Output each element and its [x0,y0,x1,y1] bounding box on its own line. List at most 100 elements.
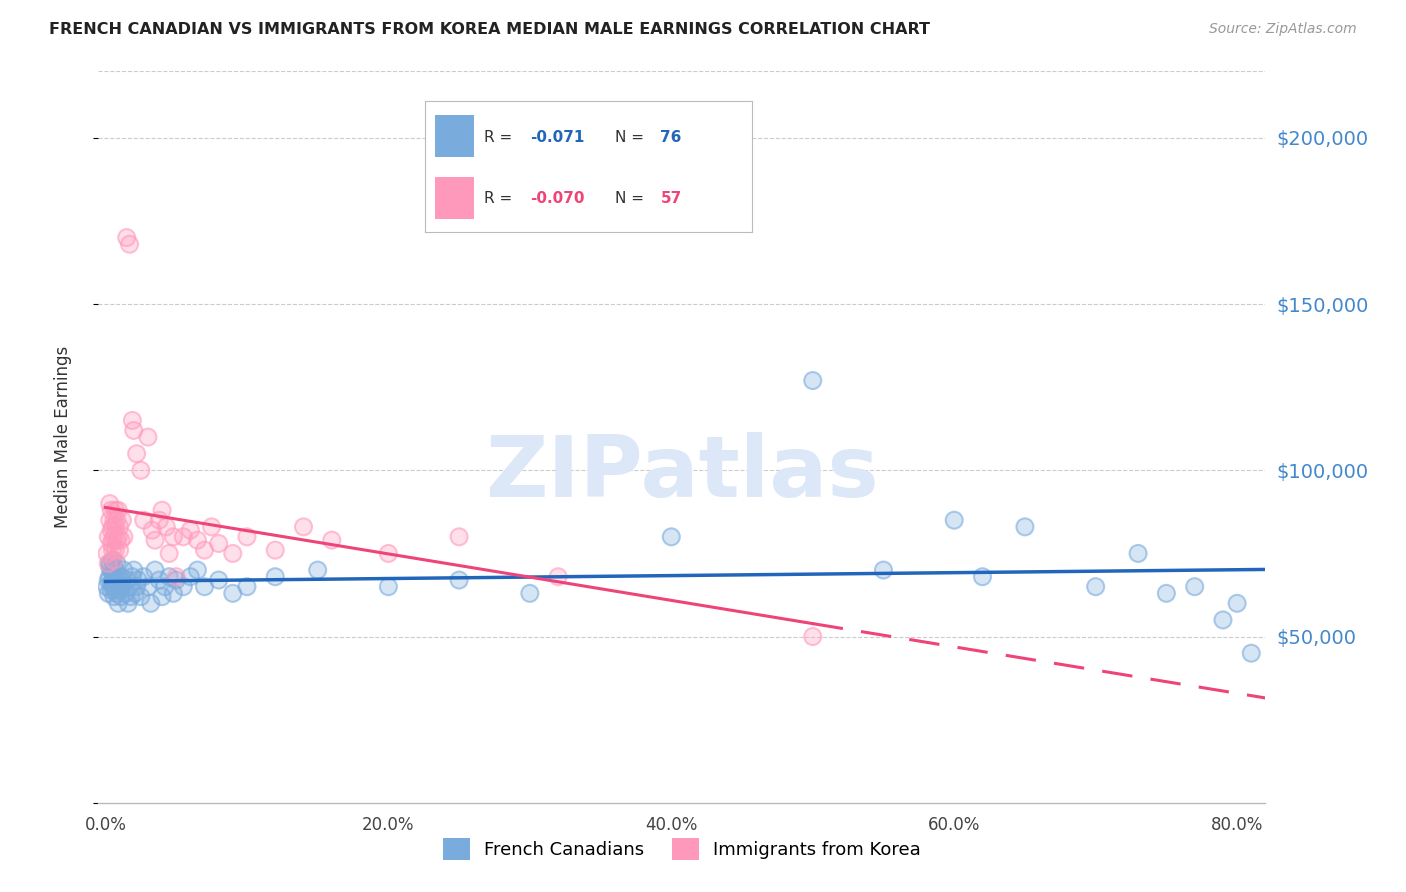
Point [157,570,180,584]
Point [111,513,134,527]
Point [103,576,125,591]
Point [100,503,122,517]
Point [112,530,135,544]
Point [107,530,129,544]
Point [121,570,143,584]
Point [1156,586,1178,600]
Text: FRENCH CANADIAN VS IMMIGRANTS FROM KOREA MEDIAN MALE EARNINGS CORRELATION CHART: FRENCH CANADIAN VS IMMIGRANTS FROM KOREA… [49,22,931,37]
Point [110,570,132,584]
Point [377,580,399,594]
Point [124,586,146,600]
Point [104,543,127,558]
Point [107,596,129,610]
Point [193,543,215,558]
Point [98,557,121,571]
Point [129,590,152,604]
Point [105,586,128,600]
Point [157,546,180,560]
Point [236,530,259,544]
Point [97,530,120,544]
Point [193,580,215,594]
Point [114,586,136,600]
Point [1240,646,1263,660]
Point [1084,580,1107,594]
Point [118,580,141,594]
Point [186,533,208,548]
Point [100,563,122,577]
Point [122,424,145,438]
Point [101,520,124,534]
Point [307,563,329,577]
Point [165,573,187,587]
Point [132,570,155,584]
Point [104,520,127,534]
Point [179,523,201,537]
Point [141,523,163,537]
Point [98,497,121,511]
Point [172,580,194,594]
Point [117,596,139,610]
Point [101,533,124,548]
Point [100,563,122,577]
Point [155,520,177,534]
Text: Source: ZipAtlas.com: Source: ZipAtlas.com [1209,22,1357,37]
Point [103,576,125,591]
Point [107,530,129,544]
Point [111,580,134,594]
Point [108,520,131,534]
Point [143,533,166,548]
Point [165,570,187,584]
Point [101,553,124,567]
Point [136,580,159,594]
Point [115,230,138,244]
Point [108,582,131,597]
Point [103,590,125,604]
Point [1084,580,1107,594]
Point [104,582,127,597]
Text: ZIPatlas: ZIPatlas [485,432,879,516]
Point [801,374,824,388]
Point [110,590,132,604]
Point [236,580,259,594]
Point [101,520,124,534]
Point [122,563,145,577]
Point [110,533,132,548]
Point [222,546,245,560]
Point [105,580,128,594]
Point [143,533,166,548]
Point [132,570,155,584]
Point [127,573,149,587]
Point [139,596,162,610]
Point [377,580,399,594]
Point [97,586,120,600]
Legend: French Canadians, Immigrants from Korea: French Canadians, Immigrants from Korea [436,830,928,867]
Point [100,536,122,550]
Point [115,573,138,587]
Point [105,580,128,594]
Point [157,570,180,584]
Point [107,570,129,584]
Point [264,570,287,584]
Point [193,580,215,594]
Point [105,533,128,548]
Point [103,570,125,584]
Point [125,580,148,594]
Point [111,580,134,594]
Point [97,573,120,587]
Point [148,573,170,587]
Point [98,557,121,571]
Point [96,580,118,594]
Point [101,533,124,548]
Point [547,570,569,584]
Point [150,503,173,517]
Point [872,563,894,577]
Point [172,530,194,544]
Point [321,533,343,548]
Point [162,530,184,544]
Point [148,573,170,587]
Point [121,413,143,427]
Point [129,463,152,477]
Point [150,590,173,604]
Point [148,513,170,527]
Point [105,513,128,527]
